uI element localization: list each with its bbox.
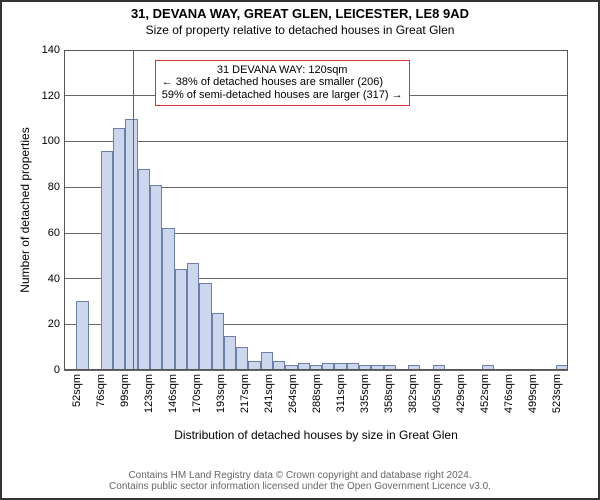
chart-title-subtitle: Size of property relative to detached ho… [2, 23, 598, 37]
y-tick-label: 100 [4, 135, 60, 147]
y-tick-label: 80 [4, 181, 60, 193]
x-tick-label: 523sqm [551, 374, 563, 413]
y-tick-label: 20 [4, 318, 60, 330]
x-tick-label: 335sqm [359, 374, 371, 413]
x-tick-label: 476sqm [503, 374, 515, 413]
plot-area: 31 DEVANA WAY: 120sqm← 38% of detached h… [64, 50, 568, 370]
x-tick-label: 123sqm [143, 374, 155, 413]
x-tick-label: 288sqm [311, 374, 323, 413]
footer: Contains HM Land Registry data © Crown c… [2, 470, 598, 492]
x-tick-label: 76sqm [95, 374, 107, 407]
x-tick-label: 52sqm [71, 374, 83, 407]
y-axis-label: Number of detached properties [18, 50, 32, 370]
y-tick-label: 60 [4, 227, 60, 239]
annotation-line: 59% of semi-detached houses are larger (… [162, 89, 403, 102]
x-tick-label: 217sqm [239, 374, 251, 413]
x-tick-label: 241sqm [263, 374, 275, 413]
y-tick-label: 140 [4, 44, 60, 56]
x-tick-label: 170sqm [191, 374, 203, 413]
y-axis: 020406080100120140 [2, 50, 64, 370]
x-axis: 52sqm 76sqm 99sqm 123sqm 146sqm 170sqm 193sqm 2… [64, 374, 568, 434]
x-tick-label: 311sqm [335, 374, 347, 412]
annotation-box: 31 DEVANA WAY: 120sqm← 38% of detached h… [155, 60, 410, 106]
x-tick-label: 358sqm [383, 374, 395, 413]
chart-title-address: 31, DEVANA WAY, GREAT GLEN, LEICESTER, L… [2, 6, 598, 21]
y-tick-label: 120 [4, 90, 60, 102]
x-tick-label: 452sqm [479, 374, 491, 413]
footer-line-1: Contains HM Land Registry data © Crown c… [2, 470, 598, 481]
footer-line-2: Contains public sector information licen… [2, 481, 598, 492]
x-tick-label: 146sqm [167, 374, 179, 413]
y-tick-label: 0 [4, 364, 60, 376]
x-tick-label: 382sqm [407, 374, 419, 413]
x-axis-label: Distribution of detached houses by size … [64, 428, 568, 442]
x-tick-label: 499sqm [527, 374, 539, 413]
x-tick-label: 429sqm [455, 374, 467, 413]
y-tick-label: 40 [4, 273, 60, 285]
x-tick-label: 99sqm [119, 374, 131, 407]
x-tick-label: 405sqm [431, 374, 443, 413]
x-tick-label: 264sqm [287, 374, 299, 413]
annotation-line: 31 DEVANA WAY: 120sqm [162, 64, 403, 77]
annotation-line: ← 38% of detached houses are smaller (20… [162, 76, 403, 89]
chart-container: { "titles": { "super": "31, DEVANA WAY, … [0, 0, 600, 500]
x-tick-label: 193sqm [215, 374, 227, 413]
